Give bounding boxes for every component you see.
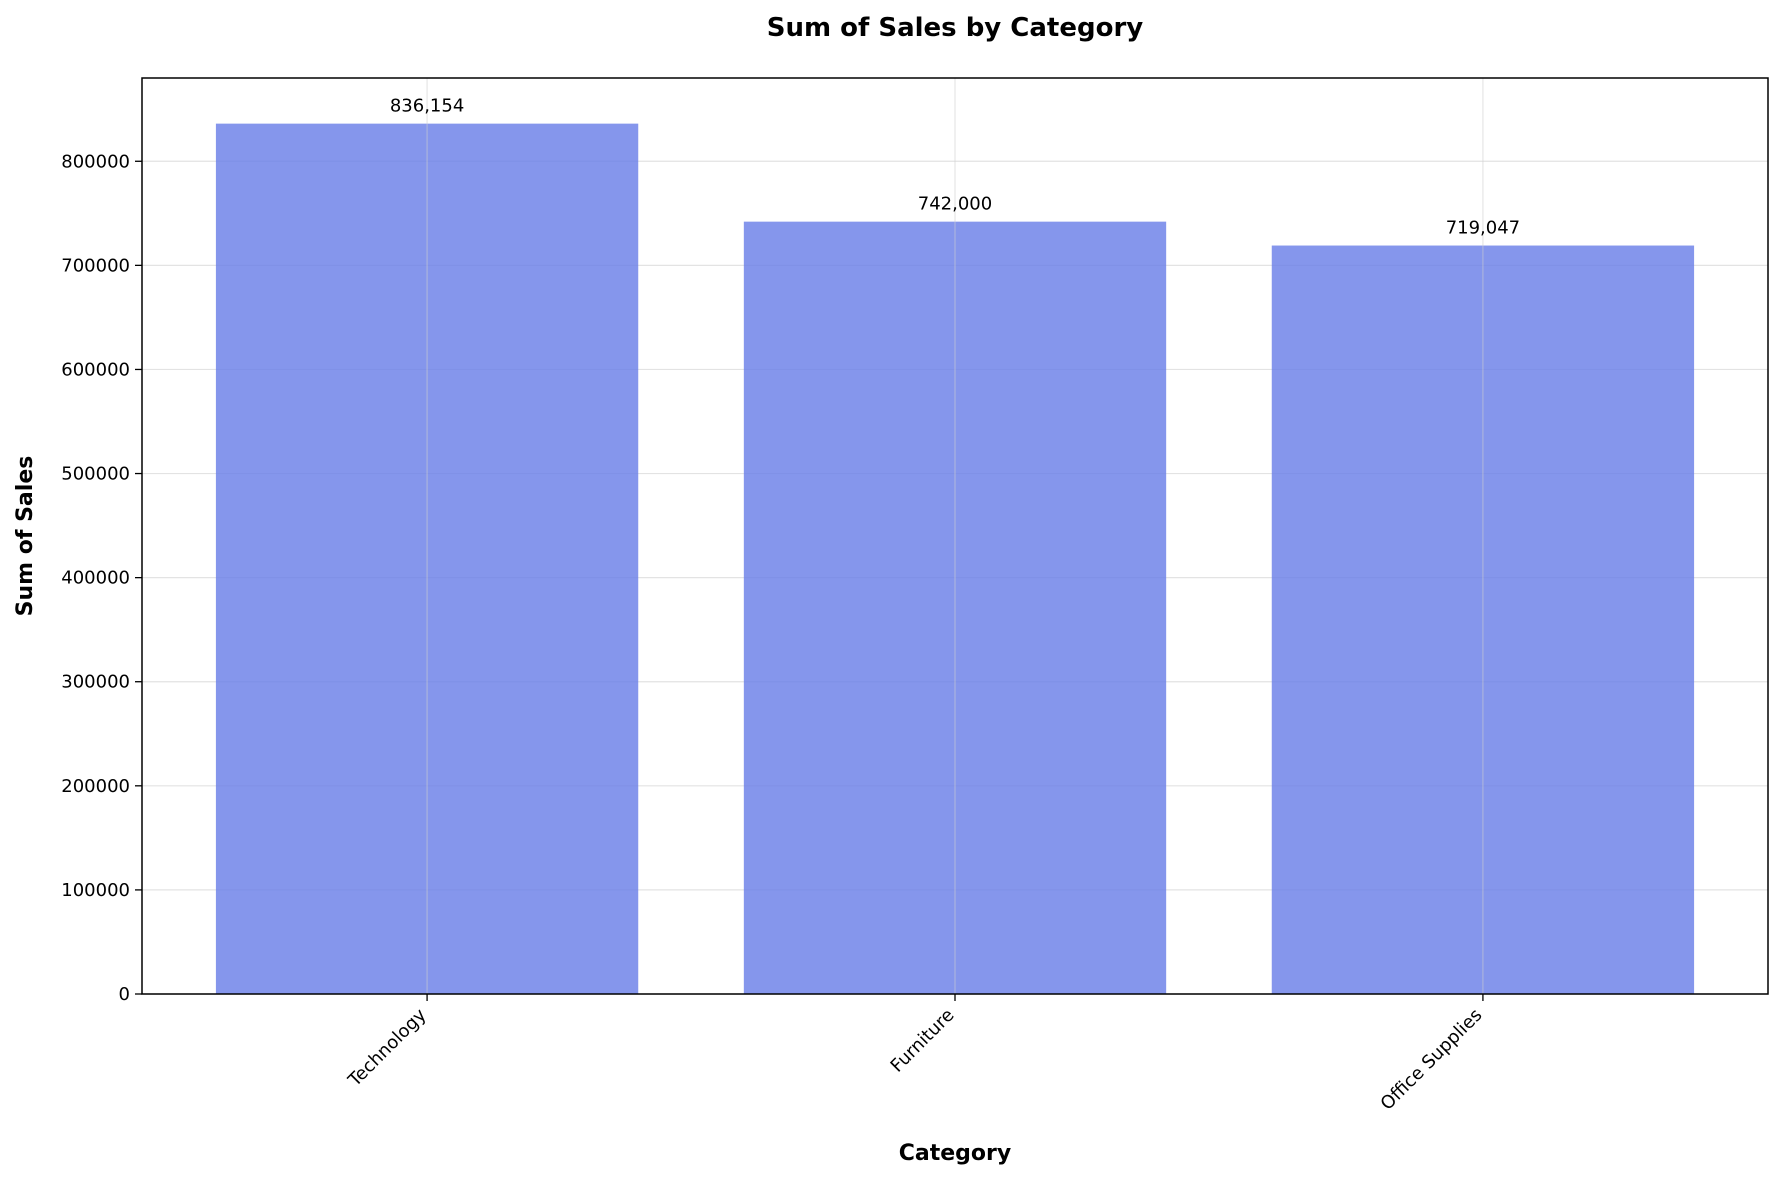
vertical-grid: [426, 78, 1484, 994]
y-tick-label: 700000: [61, 255, 130, 276]
data-labels: 836,154 742,000 719,047: [390, 96, 1520, 239]
y-tick-label: 600000: [61, 359, 130, 380]
y-tick-label: 500000: [61, 464, 130, 485]
x-axis: Technology Furniture Office Supplies: [344, 994, 1487, 1115]
y-axis: 0 100000 200000 300000 400000 500000 600000 700…: [61, 151, 142, 1005]
x-axis-label: Category: [899, 1141, 1011, 1166]
x-tick-label: Furniture: [887, 1005, 959, 1077]
y-tick-label: 400000: [61, 568, 130, 589]
x-tick-label: Technology: [344, 1004, 431, 1091]
y-tick-label: 100000: [61, 880, 130, 901]
y-tick-label: 200000: [61, 776, 130, 797]
y-tick-label: 0: [119, 984, 130, 1005]
chart-title: Sum of Sales by Category: [767, 13, 1144, 43]
x-tick-label: Office Supplies: [1377, 1005, 1487, 1115]
y-tick-label: 300000: [61, 672, 130, 693]
bar-value-label: 719,047: [1446, 218, 1520, 239]
bar-value-label: 742,000: [918, 194, 992, 215]
y-axis-label: Sum of Sales: [13, 456, 38, 617]
y-tick-label: 800000: [61, 151, 130, 172]
bar-value-label: 836,154: [390, 96, 464, 117]
